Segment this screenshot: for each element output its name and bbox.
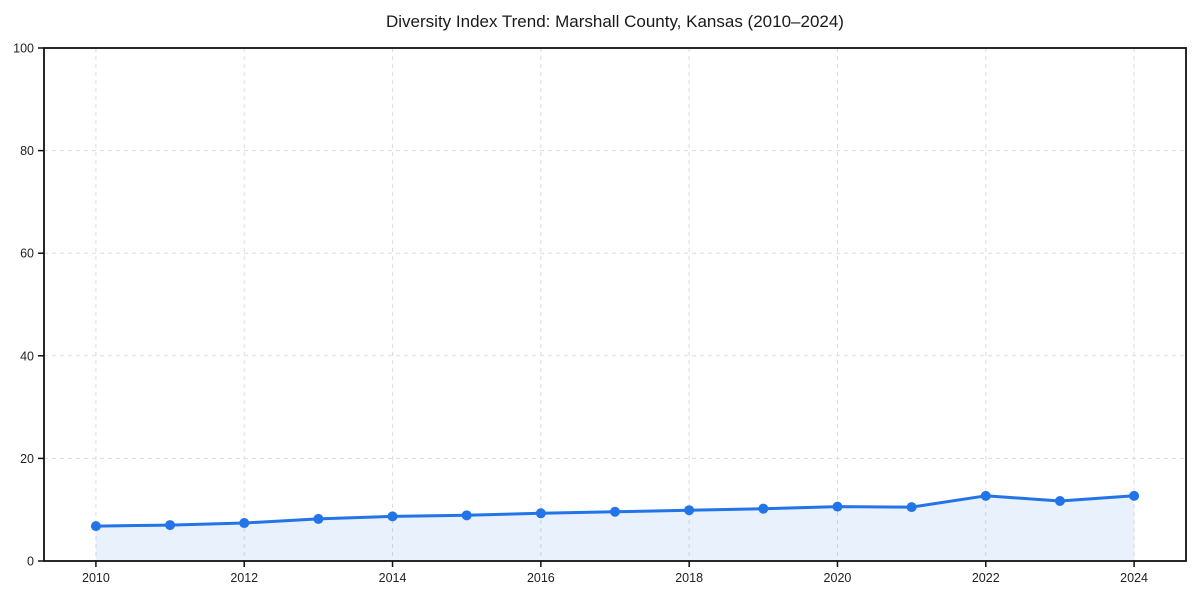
x-axis: 2010 2012 2014 2016 2018 2020 2022 2024 xyxy=(82,561,1148,585)
y-tick-label-40: 40 xyxy=(20,349,34,363)
x-tick-label-2012: 2012 xyxy=(230,571,258,585)
data-points xyxy=(90,490,1140,532)
x-tick-label-2024: 2024 xyxy=(1120,571,1148,585)
data-point-2010 xyxy=(90,521,101,532)
area-fill xyxy=(95,495,1135,561)
data-point-2024 xyxy=(1129,490,1140,501)
data-point-2020 xyxy=(832,501,843,512)
y-tick-label-100: 100 xyxy=(13,42,34,56)
data-point-2012 xyxy=(239,518,250,529)
data-point-2017 xyxy=(610,506,620,517)
x-tick-label-2014: 2014 xyxy=(379,571,407,585)
chart-title: Diversity Index Trend: Marshall County, … xyxy=(386,12,844,31)
y-tick-label-20: 20 xyxy=(20,452,34,466)
y-axis: 0 20 40 60 80 100 xyxy=(13,42,44,569)
x-tick-label-2018: 2018 xyxy=(675,571,703,585)
y-tick-label-60: 60 xyxy=(20,247,34,261)
x-tick-label-2016: 2016 xyxy=(527,571,555,585)
x-tick-label-2022: 2022 xyxy=(972,571,1000,585)
y-tick-label-0: 0 xyxy=(27,555,34,569)
y-tick-label-80: 80 xyxy=(20,144,34,158)
data-point-2015 xyxy=(461,510,472,521)
x-tick-label-2020: 2020 xyxy=(824,571,852,585)
data-point-2021 xyxy=(906,502,917,513)
data-point-2016 xyxy=(535,508,546,519)
data-point-2022 xyxy=(980,490,991,501)
plot-border xyxy=(43,47,1187,562)
x-tick-label-2010: 2010 xyxy=(82,571,110,585)
data-point-2019 xyxy=(758,503,769,514)
data-point-2014 xyxy=(387,511,398,522)
data-point-2011 xyxy=(165,520,176,531)
data-point-2013 xyxy=(313,513,324,524)
data-point-2018 xyxy=(684,505,695,516)
data-point-2023 xyxy=(1054,495,1065,506)
gridlines xyxy=(44,47,1186,562)
